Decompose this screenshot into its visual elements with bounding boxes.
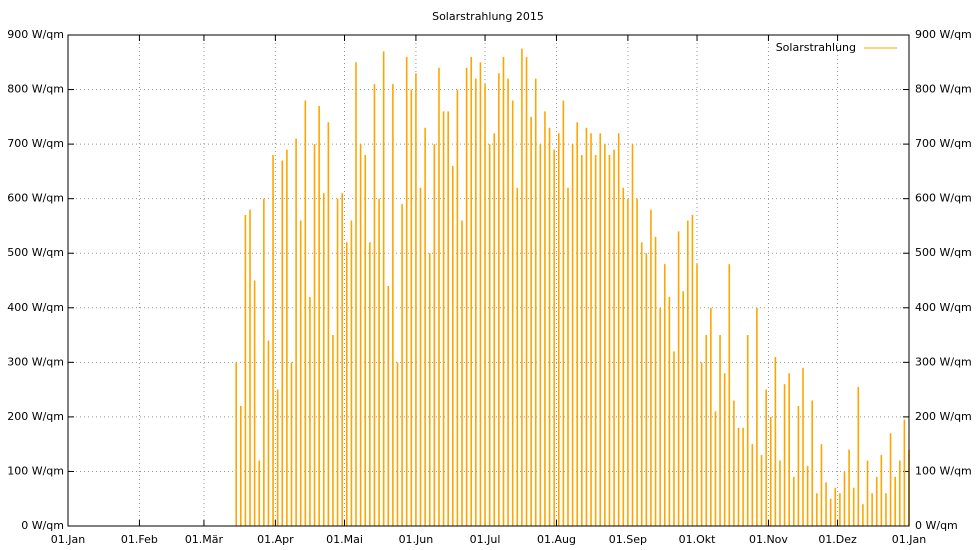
chart-title: Solarstrahlung 2015 [432, 10, 544, 23]
x-tick-label: 01.Nov [749, 533, 788, 546]
y2-tick-label: 400 W/qm [915, 301, 972, 314]
x-tick-label: 01.Mär [185, 533, 224, 546]
y-tick-label: 400 W/qm [7, 301, 64, 314]
y2-tick-label: 600 W/qm [915, 192, 972, 205]
y-tick-label: 300 W/qm [7, 355, 64, 368]
x-tick-label: 01.Jan [892, 533, 926, 546]
x-tick-label: 01.Mai [326, 533, 363, 546]
y2-tick-label: 800 W/qm [915, 83, 972, 96]
y2-tick-label: 0 W/qm [915, 519, 958, 532]
y-tick-label: 600 W/qm [7, 192, 64, 205]
y-tick-label: 800 W/qm [7, 83, 64, 96]
y-tick-label: 900 W/qm [7, 28, 64, 41]
x-tick-label: 01.Aug [537, 533, 576, 546]
y2-tick-label: 500 W/qm [915, 246, 972, 259]
x-tick-label: 01.Dez [818, 533, 857, 546]
y2-tick-label: 900 W/qm [915, 28, 972, 41]
y2-tick-label: 200 W/qm [915, 410, 972, 423]
y-tick-label: 100 W/qm [7, 464, 64, 477]
x-tick-label: 01.Jul [470, 533, 501, 546]
x-tick-label: 01.Sep [609, 533, 647, 546]
y-tick-label: 200 W/qm [7, 410, 64, 423]
y2-tick-label: 300 W/qm [915, 355, 972, 368]
plot-border [67, 34, 910, 527]
y-tick-label: 500 W/qm [7, 246, 64, 259]
x-tick-label: 01.Apr [257, 533, 294, 546]
y2-tick-label: 700 W/qm [915, 137, 972, 150]
x-tick-label: 01.Jan [51, 533, 85, 546]
x-tick-label: 01.Okt [679, 533, 717, 546]
y2-tick-label: 100 W/qm [915, 464, 972, 477]
x-tick-label: 01.Feb [121, 533, 158, 546]
x-tick-label: 01.Jun [399, 533, 434, 546]
y-tick-label: 0 W/qm [21, 519, 64, 532]
legend-label: Solarstrahlung [776, 41, 856, 54]
y-tick-label: 700 W/qm [7, 137, 64, 150]
